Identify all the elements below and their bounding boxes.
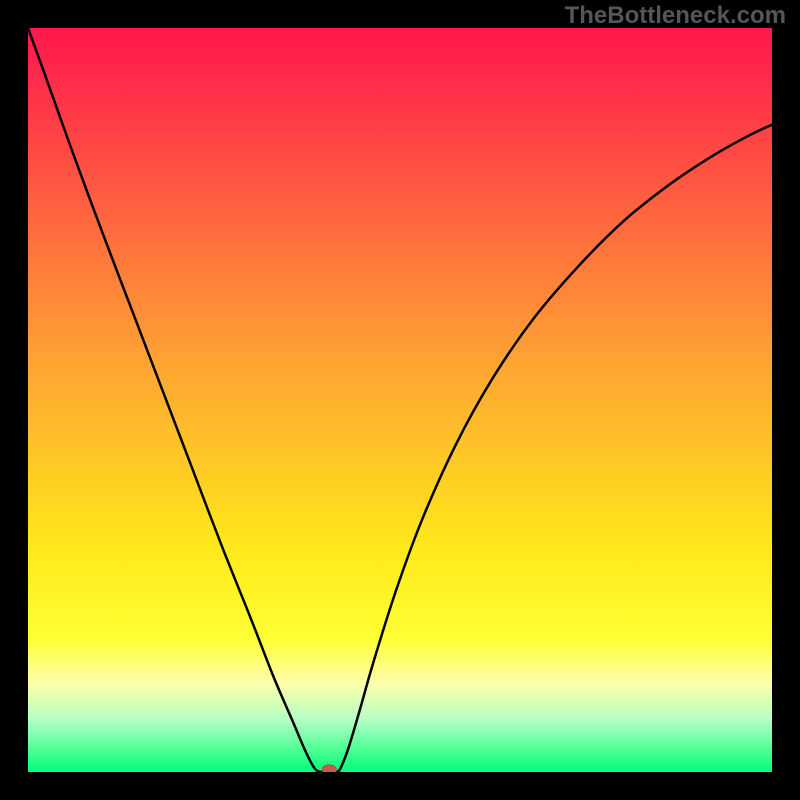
minimum-marker bbox=[322, 765, 336, 772]
chart-svg bbox=[28, 28, 772, 772]
chart-frame: TheBottleneck.com bbox=[0, 0, 800, 800]
watermark-text: TheBottleneck.com bbox=[565, 2, 786, 30]
plot-area bbox=[28, 28, 772, 772]
chart-background bbox=[28, 28, 772, 772]
